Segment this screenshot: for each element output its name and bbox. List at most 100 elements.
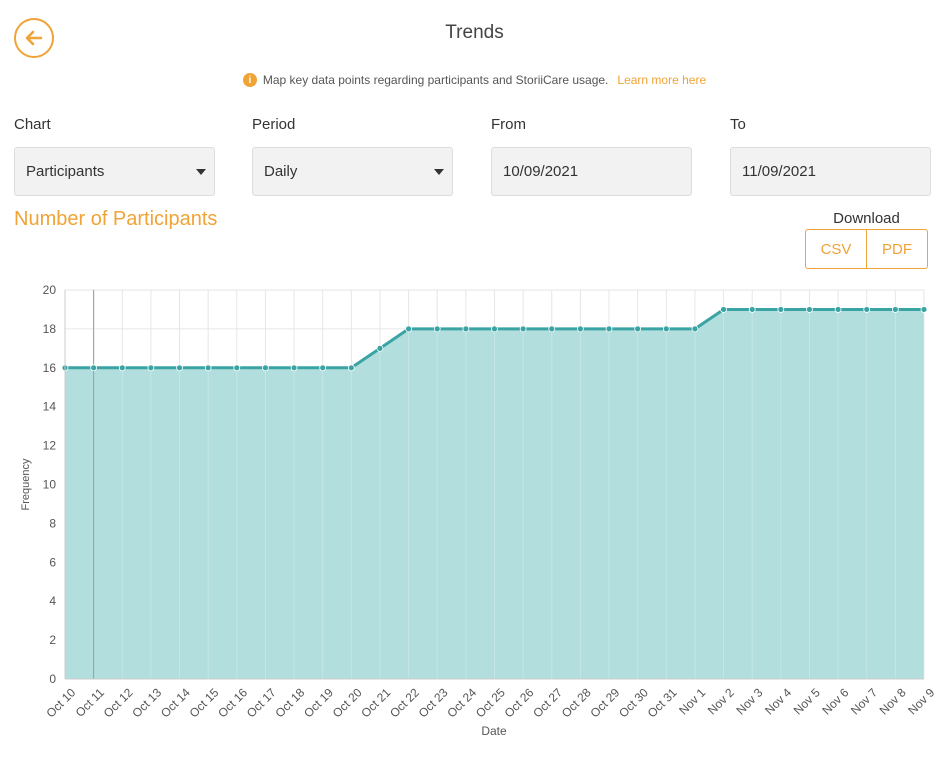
data-point-oct-29: [605, 325, 613, 333]
data-point-nov-4: [777, 306, 785, 313]
chart-label: Chart: [14, 116, 51, 133]
to-date-input[interactable]: 11/09/2021: [730, 147, 931, 196]
period-label: Period: [252, 116, 296, 133]
x-tick-label: Nov 8: [877, 685, 909, 717]
x-tick-label: Oct 26: [502, 685, 537, 720]
x-tick-label: Oct 18: [273, 685, 308, 720]
data-point-oct-15: [204, 364, 212, 372]
data-point-nov-1: [691, 325, 699, 333]
x-tick-label: Oct 16: [215, 685, 250, 720]
data-point-nov-5: [806, 306, 813, 313]
y-tick-label: 14: [43, 400, 57, 414]
data-point-oct-20: [347, 364, 355, 372]
x-tick-label: Oct 30: [616, 685, 651, 720]
caret-down-icon: [196, 169, 206, 175]
download-button-group: CSV PDF: [805, 229, 928, 269]
x-tick-label: Oct 23: [416, 685, 451, 720]
chart-select[interactable]: Participants: [14, 147, 215, 196]
y-tick-label: 18: [43, 322, 57, 336]
x-tick-label: Oct 22: [387, 685, 422, 720]
x-tick-label: Oct 11: [73, 685, 107, 719]
pdf-button[interactable]: PDF: [866, 230, 927, 268]
from-date-value: 10/09/2021: [503, 163, 579, 180]
x-tick-label: Nov 2: [705, 685, 737, 717]
data-point-oct-11: [90, 364, 98, 372]
x-tick-label: Nov 6: [819, 685, 851, 717]
data-point-oct-23: [433, 325, 441, 333]
series-area: [65, 309, 924, 679]
y-tick-label: 4: [49, 594, 56, 608]
x-tick-label: Oct 27: [530, 685, 565, 720]
data-point-oct-24: [462, 325, 470, 333]
arrow-left-icon: [25, 30, 43, 46]
learn-more-link[interactable]: Learn more here: [617, 73, 707, 87]
data-point-nov-3: [748, 306, 756, 313]
from-date-input[interactable]: 10/09/2021: [491, 147, 692, 196]
data-point-oct-21: [376, 344, 384, 352]
data-point-oct-31: [662, 325, 670, 333]
y-tick-label: 20: [43, 283, 57, 297]
data-point-oct-17: [262, 364, 269, 372]
chart-title: Number of Participants: [14, 208, 218, 230]
data-point-oct-18: [290, 364, 298, 372]
data-point-oct-16: [233, 364, 241, 372]
period-select-value: Daily: [264, 163, 298, 180]
x-tick-label: Oct 10: [43, 685, 78, 720]
x-tick-label: Oct 31: [645, 685, 680, 720]
y-tick-label: 2: [49, 633, 56, 647]
data-point-oct-26: [519, 325, 527, 333]
y-tick-label: 0: [49, 672, 56, 686]
to-date-value: 11/09/2021: [742, 163, 816, 180]
chart-select-value: Participants: [26, 163, 105, 180]
x-tick-label: Nov 3: [733, 685, 765, 717]
y-tick-label: 10: [43, 478, 57, 492]
page-title: Trends: [445, 22, 504, 43]
x-tick-label: Oct 28: [559, 685, 594, 720]
data-point-oct-12: [118, 364, 126, 372]
x-tick-label: Oct 17: [244, 685, 279, 720]
data-point-oct-19: [319, 364, 327, 372]
info-banner: i Map key data points regarding particip…: [0, 73, 949, 87]
y-tick-label: 16: [43, 361, 57, 375]
data-point-nov-6: [834, 306, 842, 313]
y-axis-label: Frequency: [20, 458, 32, 510]
x-tick-label: Nov 4: [762, 685, 794, 717]
y-tick-label: 6: [49, 555, 56, 569]
x-tick-label: Oct 25: [473, 685, 508, 720]
data-point-nov-9: [920, 306, 928, 313]
data-point-oct-22: [405, 325, 413, 333]
info-icon: i: [242, 73, 257, 87]
caret-down-icon: [434, 169, 444, 175]
data-point-oct-25: [491, 325, 498, 333]
x-tick-label: Oct 29: [587, 685, 622, 720]
data-point-oct-14: [176, 364, 183, 372]
data-point-nov-2: [720, 306, 727, 313]
data-point-oct-30: [634, 325, 642, 333]
x-tick-label: Oct 24: [444, 685, 479, 720]
x-tick-label: Nov 5: [791, 685, 823, 717]
x-tick-label: Nov 1: [676, 685, 708, 717]
x-tick-label: Oct 21: [358, 685, 393, 720]
info-text: Map key data points regarding participan…: [262, 73, 609, 87]
data-point-oct-28: [577, 325, 584, 333]
from-label: From: [491, 116, 526, 133]
data-point-oct-13: [147, 364, 155, 372]
data-point-nov-7: [863, 306, 871, 313]
x-tick-label: Oct 14: [158, 685, 193, 720]
x-tick-label: Nov 7: [848, 685, 880, 717]
download-label: Download: [833, 210, 900, 227]
period-select[interactable]: Daily: [252, 147, 453, 196]
to-label: To: [730, 116, 746, 133]
y-tick-label: 8: [49, 516, 56, 530]
x-axis-label: Date: [481, 724, 507, 738]
x-tick-label: Oct 13: [129, 685, 164, 720]
x-tick-label: Oct 20: [330, 685, 365, 720]
y-tick-label: 12: [43, 439, 57, 453]
data-point-oct-27: [548, 325, 556, 333]
data-point-nov-8: [891, 306, 899, 313]
x-tick-label: Nov 9: [905, 685, 937, 717]
x-tick-label: Oct 12: [101, 685, 136, 720]
csv-button[interactable]: CSV: [820, 240, 852, 258]
back-button[interactable]: [14, 18, 54, 58]
